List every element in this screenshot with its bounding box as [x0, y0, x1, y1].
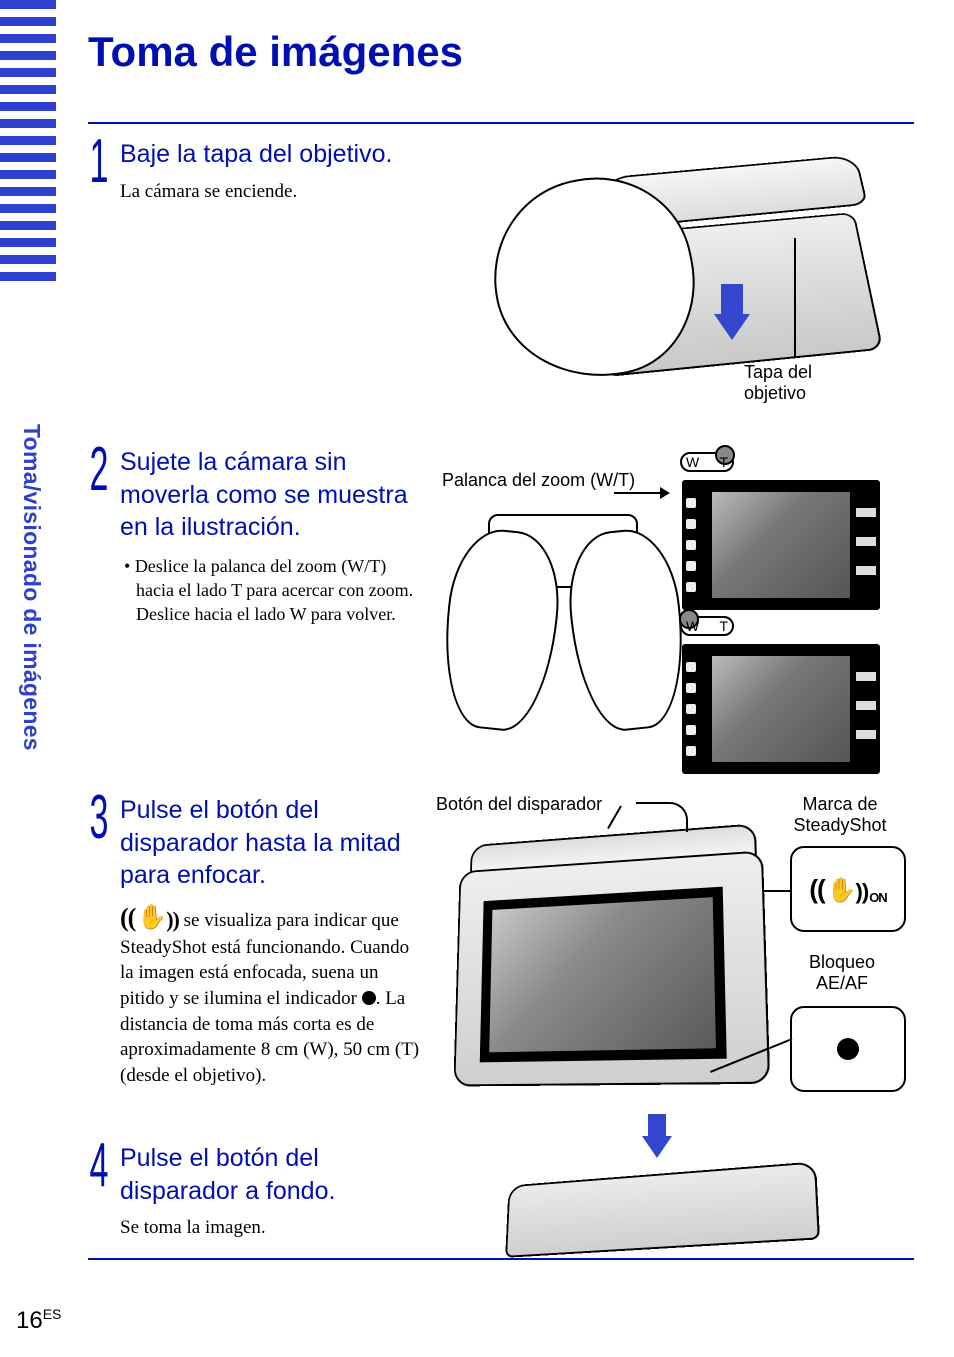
step-subtext: Se toma la imagen.	[120, 1215, 420, 1241]
step-2: 2 Sujete la cámara sin moverla como se m…	[88, 432, 914, 780]
step-heading: Baje la tapa del objetivo.	[120, 138, 420, 171]
steps-list: 1 Baje la tapa del objetivo. La cámara s…	[88, 122, 914, 1260]
step-subtext: La cámara se enciende.	[120, 179, 420, 205]
focus-indicator-dot-icon	[362, 991, 376, 1005]
step-number: 4	[88, 1142, 110, 1252]
page-content: Toma de imágenes 1 Baje la tapa del obje…	[88, 28, 914, 1317]
callout-aeaf: Bloqueo AE/AF	[792, 952, 892, 994]
callout-lens-cap: Tapa del objetivo	[744, 362, 864, 404]
step-number: 1	[88, 138, 110, 408]
zoom-toggle-t: W T	[680, 452, 734, 472]
page-number: 16ES	[16, 1306, 61, 1335]
step-body-text: ((✋)) se visualiza para indicar que Stea…	[120, 900, 420, 1089]
steadyshot-indicator-box: ((✋))ON	[790, 846, 906, 932]
step-heading: Pulse el botón del disparador hasta la m…	[120, 794, 420, 892]
aeaf-lock-indicator-box	[790, 1006, 906, 1092]
step4-illustration	[436, 1142, 906, 1252]
camera-back-figure	[453, 823, 770, 1087]
zoom-toggle-w: W T	[680, 616, 734, 636]
press-shutter-arrow-icon	[642, 1136, 672, 1158]
section-tab: Toma/visionado de imágenes	[18, 424, 45, 751]
display-preview-wide	[682, 644, 880, 774]
step-3: 3 Pulse el botón del disparador hasta la…	[88, 780, 914, 1128]
display-preview-zoomed	[682, 480, 880, 610]
holding-camera-figure	[450, 500, 678, 740]
step-heading: Sujete la cámara sin moverla como se mue…	[120, 446, 420, 544]
step-heading: Pulse el botón del disparador a fondo.	[120, 1142, 420, 1207]
slide-down-arrow-icon	[714, 314, 750, 340]
callout-steadyshot: Marca de SteadyShot	[780, 794, 900, 836]
step1-illustration: Tapa del objetivo	[474, 138, 914, 408]
callout-shutter: Botón del disparador	[436, 794, 602, 815]
step3-illustration: Botón del disparador Marca de SteadyShot	[436, 794, 906, 1104]
step-4: 4 Pulse el botón del disparador a fondo.…	[88, 1128, 914, 1258]
steadyshot-icon: ((✋))	[120, 900, 179, 935]
callout-zoom-lever: Palanca del zoom (W/T)	[442, 470, 635, 491]
step-bullet: Deslice la palanca del zoom (W/T) hacia …	[120, 554, 420, 627]
step2-illustration: Palanca del zoom (W/T) W T	[436, 446, 906, 756]
aeaf-dot-icon	[837, 1038, 859, 1060]
steadyshot-on-icon: ((✋))ON	[809, 874, 886, 905]
step-number: 2	[88, 446, 110, 756]
page-title: Toma de imágenes	[88, 28, 914, 76]
zoom-pointer-arrow	[614, 492, 668, 494]
step-number: 3	[88, 794, 110, 1104]
page-edge-stripes	[0, 0, 56, 286]
step-1: 1 Baje la tapa del objetivo. La cámara s…	[88, 124, 914, 432]
